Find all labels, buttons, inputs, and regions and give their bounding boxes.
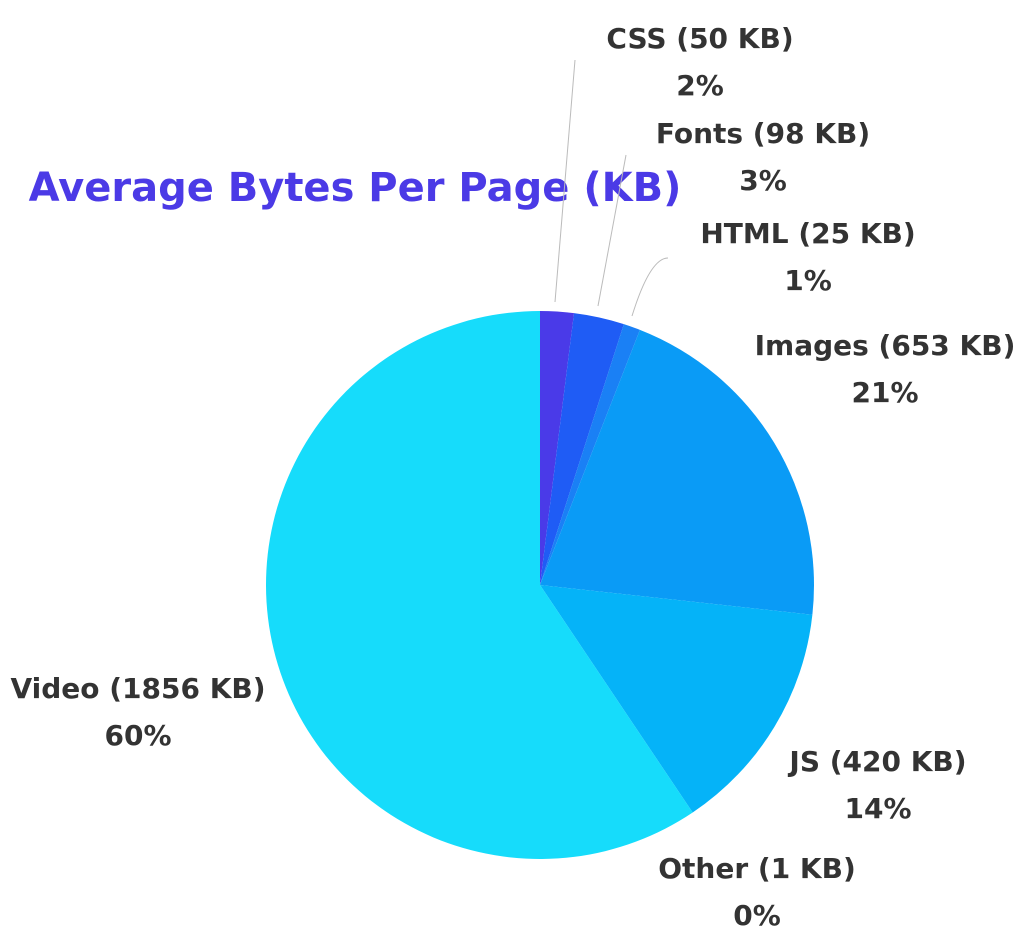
slice-label: CSS (50 KB) [606,22,793,55]
slice-label: HTML (25 KB) [700,217,915,250]
pie-slice [266,311,693,859]
chart-title: Average Bytes Per Page (KB) [29,165,682,211]
slice-value-label: 21% [851,376,918,409]
slice-label: Video (1856 KB) [10,672,265,705]
leader-line [554,59,576,303]
slice-value-label: 60% [104,719,171,752]
slice-label: Other (1 KB) [658,852,856,885]
slice-value-label: 2% [676,69,724,102]
slice-value-label: 14% [844,792,911,825]
slice-value-label: 1% [784,264,832,297]
pie-slice [540,313,624,585]
pie-slice [540,585,813,813]
slice-value-label: 3% [739,164,787,197]
leader-line [631,257,669,317]
slice-label: JS (420 KB) [787,745,966,778]
pie-slice [540,329,814,615]
slice-label: Images (653 KB) [755,329,1016,362]
slice-label: Fonts (98 KB) [656,117,870,150]
slice-value-label: 0% [733,899,781,932]
pie-slice [540,324,640,585]
pie-slice [540,311,575,585]
leader-line [597,154,627,307]
